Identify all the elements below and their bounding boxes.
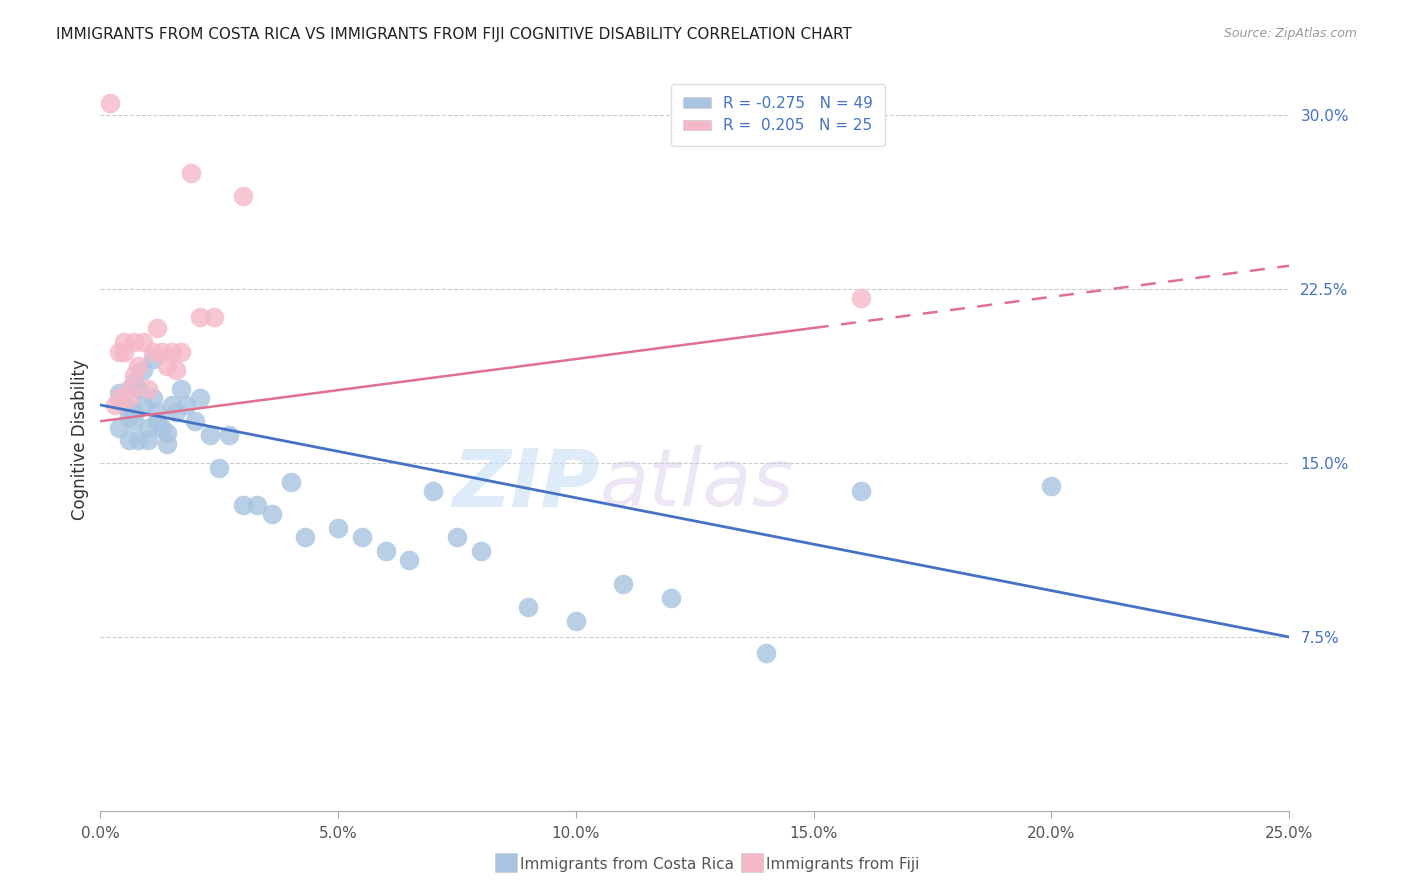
Point [232,498,254,512]
Point [98,96,121,111]
Point [755,646,778,660]
Point [122,414,145,428]
Point [446,530,468,544]
Point [127,433,149,447]
Point [294,530,316,544]
Point [132,335,155,350]
Point [136,382,159,396]
Point [180,166,202,180]
Point [188,310,211,324]
Point [198,428,221,442]
Point [104,398,127,412]
Point [136,421,159,435]
Bar [495,853,517,872]
Point [188,391,211,405]
Point [156,359,179,373]
Text: atlas: atlas [600,445,794,524]
Point [174,398,197,412]
Point [108,386,131,401]
Point [326,521,349,535]
Point [150,421,173,435]
Point [398,553,420,567]
Bar [741,853,763,872]
Point [118,433,141,447]
Point [280,475,302,489]
Point [142,391,165,405]
Point [146,321,169,335]
Point [108,344,131,359]
Point [470,544,492,558]
Point [132,363,155,377]
Text: IMMIGRANTS FROM COSTA RICA VS IMMIGRANTS FROM FIJI COGNITIVE DISABILITY CORRELAT: IMMIGRANTS FROM COSTA RICA VS IMMIGRANTS… [56,27,852,42]
Point [350,530,373,544]
Point [112,335,135,350]
Point [659,591,682,605]
Point [108,391,131,405]
Point [118,382,141,396]
Point [165,405,187,419]
Point [160,398,183,412]
Point [122,405,145,419]
Point [156,425,179,440]
Point [150,344,173,359]
Point [142,351,165,366]
Point [118,409,141,424]
Point [112,398,135,412]
Text: ZIP: ZIP [453,445,600,524]
Point [122,335,145,350]
Point [208,460,231,475]
Point [218,428,240,442]
Point [851,483,873,498]
Point [122,368,145,382]
Text: Source: ZipAtlas.com: Source: ZipAtlas.com [1223,27,1357,40]
Point [232,189,254,203]
Point [146,414,169,428]
Point [260,507,283,521]
Point [122,375,145,389]
Point [612,576,634,591]
Point [204,310,226,324]
Point [136,433,159,447]
Legend: R = -0.275   N = 49, R =  0.205   N = 25: R = -0.275 N = 49, R = 0.205 N = 25 [671,84,884,145]
Text: Immigrants from Costa Rica: Immigrants from Costa Rica [520,857,734,872]
Point [517,599,540,614]
Point [142,344,165,359]
Point [1040,479,1063,493]
Point [165,363,187,377]
Point [246,498,269,512]
Text: Immigrants from Fiji: Immigrants from Fiji [766,857,920,872]
Point [851,291,873,305]
Point [422,483,444,498]
Point [127,382,149,396]
Point [127,359,149,373]
Point [156,437,179,451]
Point [108,421,131,435]
Point [565,614,588,628]
Point [170,382,193,396]
Point [112,344,135,359]
Point [170,344,193,359]
Point [184,414,207,428]
Y-axis label: Cognitive Disability: Cognitive Disability [72,359,89,520]
Point [132,398,155,412]
Point [160,344,183,359]
Point [374,544,396,558]
Point [118,391,141,405]
Point [146,405,169,419]
